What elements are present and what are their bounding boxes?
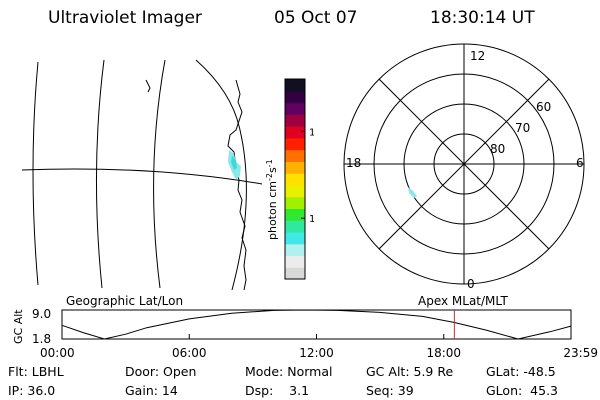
colorbar-segment (285, 126, 305, 139)
lat-label-60: 60 (536, 100, 551, 114)
meridian-line (195, 59, 247, 290)
colorbar-segment (285, 220, 305, 233)
x-tick-label: 00:00 (40, 346, 75, 360)
polar-plot: 12 18 6 0 60 70 80 (343, 43, 585, 290)
y-tick-label: 9.0 (32, 307, 51, 321)
date-label: 05 Oct 07 (274, 8, 358, 28)
polar-map-label: Apex MLat/MLT (418, 294, 508, 308)
seq-info: Seq: 39 (366, 383, 414, 398)
x-tick-label: 23:59 (563, 346, 598, 360)
colorbar-segment (285, 196, 305, 210)
colorbar-segment (285, 173, 305, 186)
colorbar-segment (285, 267, 305, 280)
app-title: Ultraviolet Imager (48, 8, 202, 28)
colorbar-segment (285, 102, 305, 115)
mode-info: Mode: Normal (245, 364, 333, 379)
x-tick-label: 12:00 (299, 346, 334, 360)
aurora-patch (231, 156, 237, 170)
y-axis-label: GC Alt (12, 309, 25, 344)
lat-label-80: 80 (490, 142, 505, 156)
mlt-label-6: 6 (576, 156, 584, 170)
colorbar-segment (285, 114, 305, 127)
colorbar-segment (285, 161, 305, 174)
meridian-line (153, 59, 166, 289)
altitude-chart: GC Alt 9.0 1.8 00:00 06:00 12:00 18:00 2… (12, 307, 598, 360)
mlt-label-18: 18 (346, 156, 361, 170)
y-tick-label: 1.8 (32, 332, 51, 346)
lat-label-70: 70 (515, 121, 530, 135)
x-tick-label: 06:00 (172, 346, 207, 360)
gc-alt-info: GC Alt: 5.9 Re (366, 364, 454, 379)
mlt-label-12: 12 (470, 49, 485, 63)
meridian-line (32, 61, 39, 286)
colorbar-segment (285, 231, 305, 245)
door-info: Door: Open (125, 364, 197, 379)
colorbar-segment (285, 243, 305, 257)
colorbar-gradient (285, 79, 305, 280)
meridian-line (95, 59, 105, 289)
altitude-line (61, 309, 572, 340)
coastline (227, 79, 247, 290)
colorbar: 100 10 photon cm-2s-1 (265, 78, 314, 280)
gain-info: Gain: 14 (125, 383, 178, 398)
aurora-patch (408, 187, 417, 198)
colorbar-segment (285, 149, 305, 162)
colorbar-segment (285, 184, 305, 198)
glon-info: GLon: 45.3 (486, 383, 558, 398)
dsp-info: Dsp: 3.1 (245, 383, 310, 398)
coastline (145, 79, 151, 93)
colorbar-label: photon cm-2s-1 (265, 159, 279, 240)
ip-info: IP: 36.0 (8, 383, 56, 398)
colorbar-segment (285, 90, 305, 104)
time-label: 18:30:14 UT (430, 8, 535, 28)
mlt-line-diag (378, 78, 550, 250)
colorbar-segment (285, 137, 305, 151)
colorbar-segment (285, 208, 305, 221)
filter-info: Flt: LBHL (8, 364, 64, 379)
latitude-line (21, 168, 263, 185)
colorbar-tick-label: 100 (309, 127, 314, 138)
x-tick-label: 18:00 (426, 346, 461, 360)
geo-map-label: Geographic Lat/Lon (66, 294, 184, 308)
geographic-map (21, 59, 263, 290)
colorbar-segment (285, 79, 305, 92)
glat-info: GLat: -48.5 (486, 364, 556, 379)
colorbar-tick-label: 10 (309, 214, 314, 225)
colorbar-frame (284, 78, 306, 280)
mlt-label-0: 0 (467, 277, 475, 290)
colorbar-segment (285, 255, 305, 268)
